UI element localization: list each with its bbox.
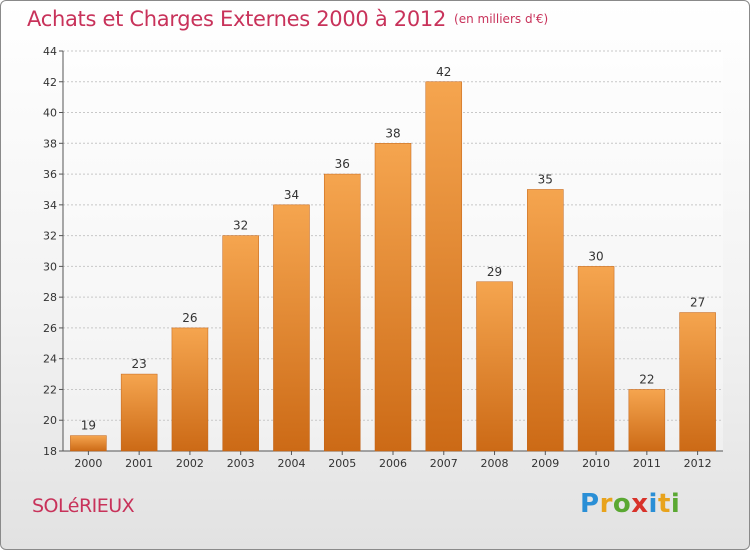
x-tick-label-2004: 2004 [277, 457, 305, 470]
value-label-2005: 36 [335, 157, 350, 171]
x-tick-label-2010: 2010 [582, 457, 610, 470]
x-tick-label-2012: 2012 [684, 457, 712, 470]
value-label-2004: 34 [284, 188, 299, 202]
y-tick-label: 28 [43, 291, 57, 304]
value-label-2007: 42 [436, 65, 451, 79]
y-tick-label: 30 [43, 260, 57, 273]
chart-title: Achats et Charges Externes 2000 à 2012 (e… [27, 7, 548, 31]
chart-title-text: Achats et Charges Externes 2000 à 2012 [27, 7, 447, 31]
x-tick-label-2001: 2001 [125, 457, 153, 470]
bar-2006 [374, 143, 412, 452]
bar-2012 [679, 312, 716, 452]
bar-2011 [628, 389, 666, 452]
y-tick-label: 40 [43, 107, 57, 120]
y-tick-label: 32 [43, 230, 57, 243]
bar-2008 [476, 281, 513, 452]
chart-unit-label: (en milliers d'€) [454, 12, 549, 26]
bar-2009 [527, 189, 564, 452]
x-tick-label-2009: 2009 [531, 457, 559, 470]
bar-2010 [577, 266, 615, 452]
value-label-2003: 32 [233, 219, 248, 233]
logo-letter: x [631, 489, 649, 519]
bar-2007 [425, 81, 463, 452]
logo-letter: i [648, 489, 658, 519]
value-label-2002: 26 [182, 311, 197, 325]
y-tick-label: 36 [43, 168, 57, 181]
x-tick-label-2011: 2011 [633, 457, 661, 470]
value-label-2000: 19 [81, 419, 96, 433]
bar-2001 [120, 373, 158, 452]
logo-letter: r [599, 489, 613, 519]
value-label-2009: 35 [538, 172, 553, 186]
bar-2003 [222, 235, 259, 452]
bar-2000 [70, 435, 107, 452]
logo-letter: P [580, 489, 600, 519]
y-tick-label: 24 [43, 353, 57, 366]
y-tick-label: 34 [43, 199, 57, 212]
x-tick-label-2003: 2003 [227, 457, 255, 470]
commune-name: SOLéRIEUX [32, 495, 135, 517]
y-tick-label: 38 [43, 137, 57, 150]
value-label-2001: 23 [132, 357, 147, 371]
y-tick-label: 18 [43, 445, 57, 458]
y-tick-label: 20 [43, 414, 57, 427]
y-tick-label: 26 [43, 322, 57, 335]
x-tick-label-2007: 2007 [430, 457, 458, 470]
x-tick-label-2000: 2000 [74, 457, 102, 470]
value-label-2008: 29 [487, 265, 502, 279]
proxiti-logo: Proxiti [580, 489, 680, 519]
value-label-2011: 22 [639, 372, 654, 386]
x-tick-label-2002: 2002 [176, 457, 204, 470]
logo-letter: t [657, 489, 671, 519]
logo-letter: o [612, 489, 632, 519]
y-tick-label: 44 [43, 45, 57, 58]
bar-2002 [171, 327, 209, 452]
value-label-2012: 27 [690, 296, 705, 310]
bar-2005 [323, 173, 361, 452]
bar-2004 [273, 204, 310, 452]
value-label-2010: 30 [588, 249, 603, 263]
y-tick-label: 22 [43, 383, 57, 396]
x-tick-label-2005: 2005 [328, 457, 356, 470]
logo-letter: i [670, 489, 681, 519]
x-tick-label-2006: 2006 [379, 457, 407, 470]
value-label-2006: 38 [385, 126, 400, 140]
y-tick-label: 42 [43, 76, 57, 89]
x-tick-label-2008: 2008 [481, 457, 509, 470]
